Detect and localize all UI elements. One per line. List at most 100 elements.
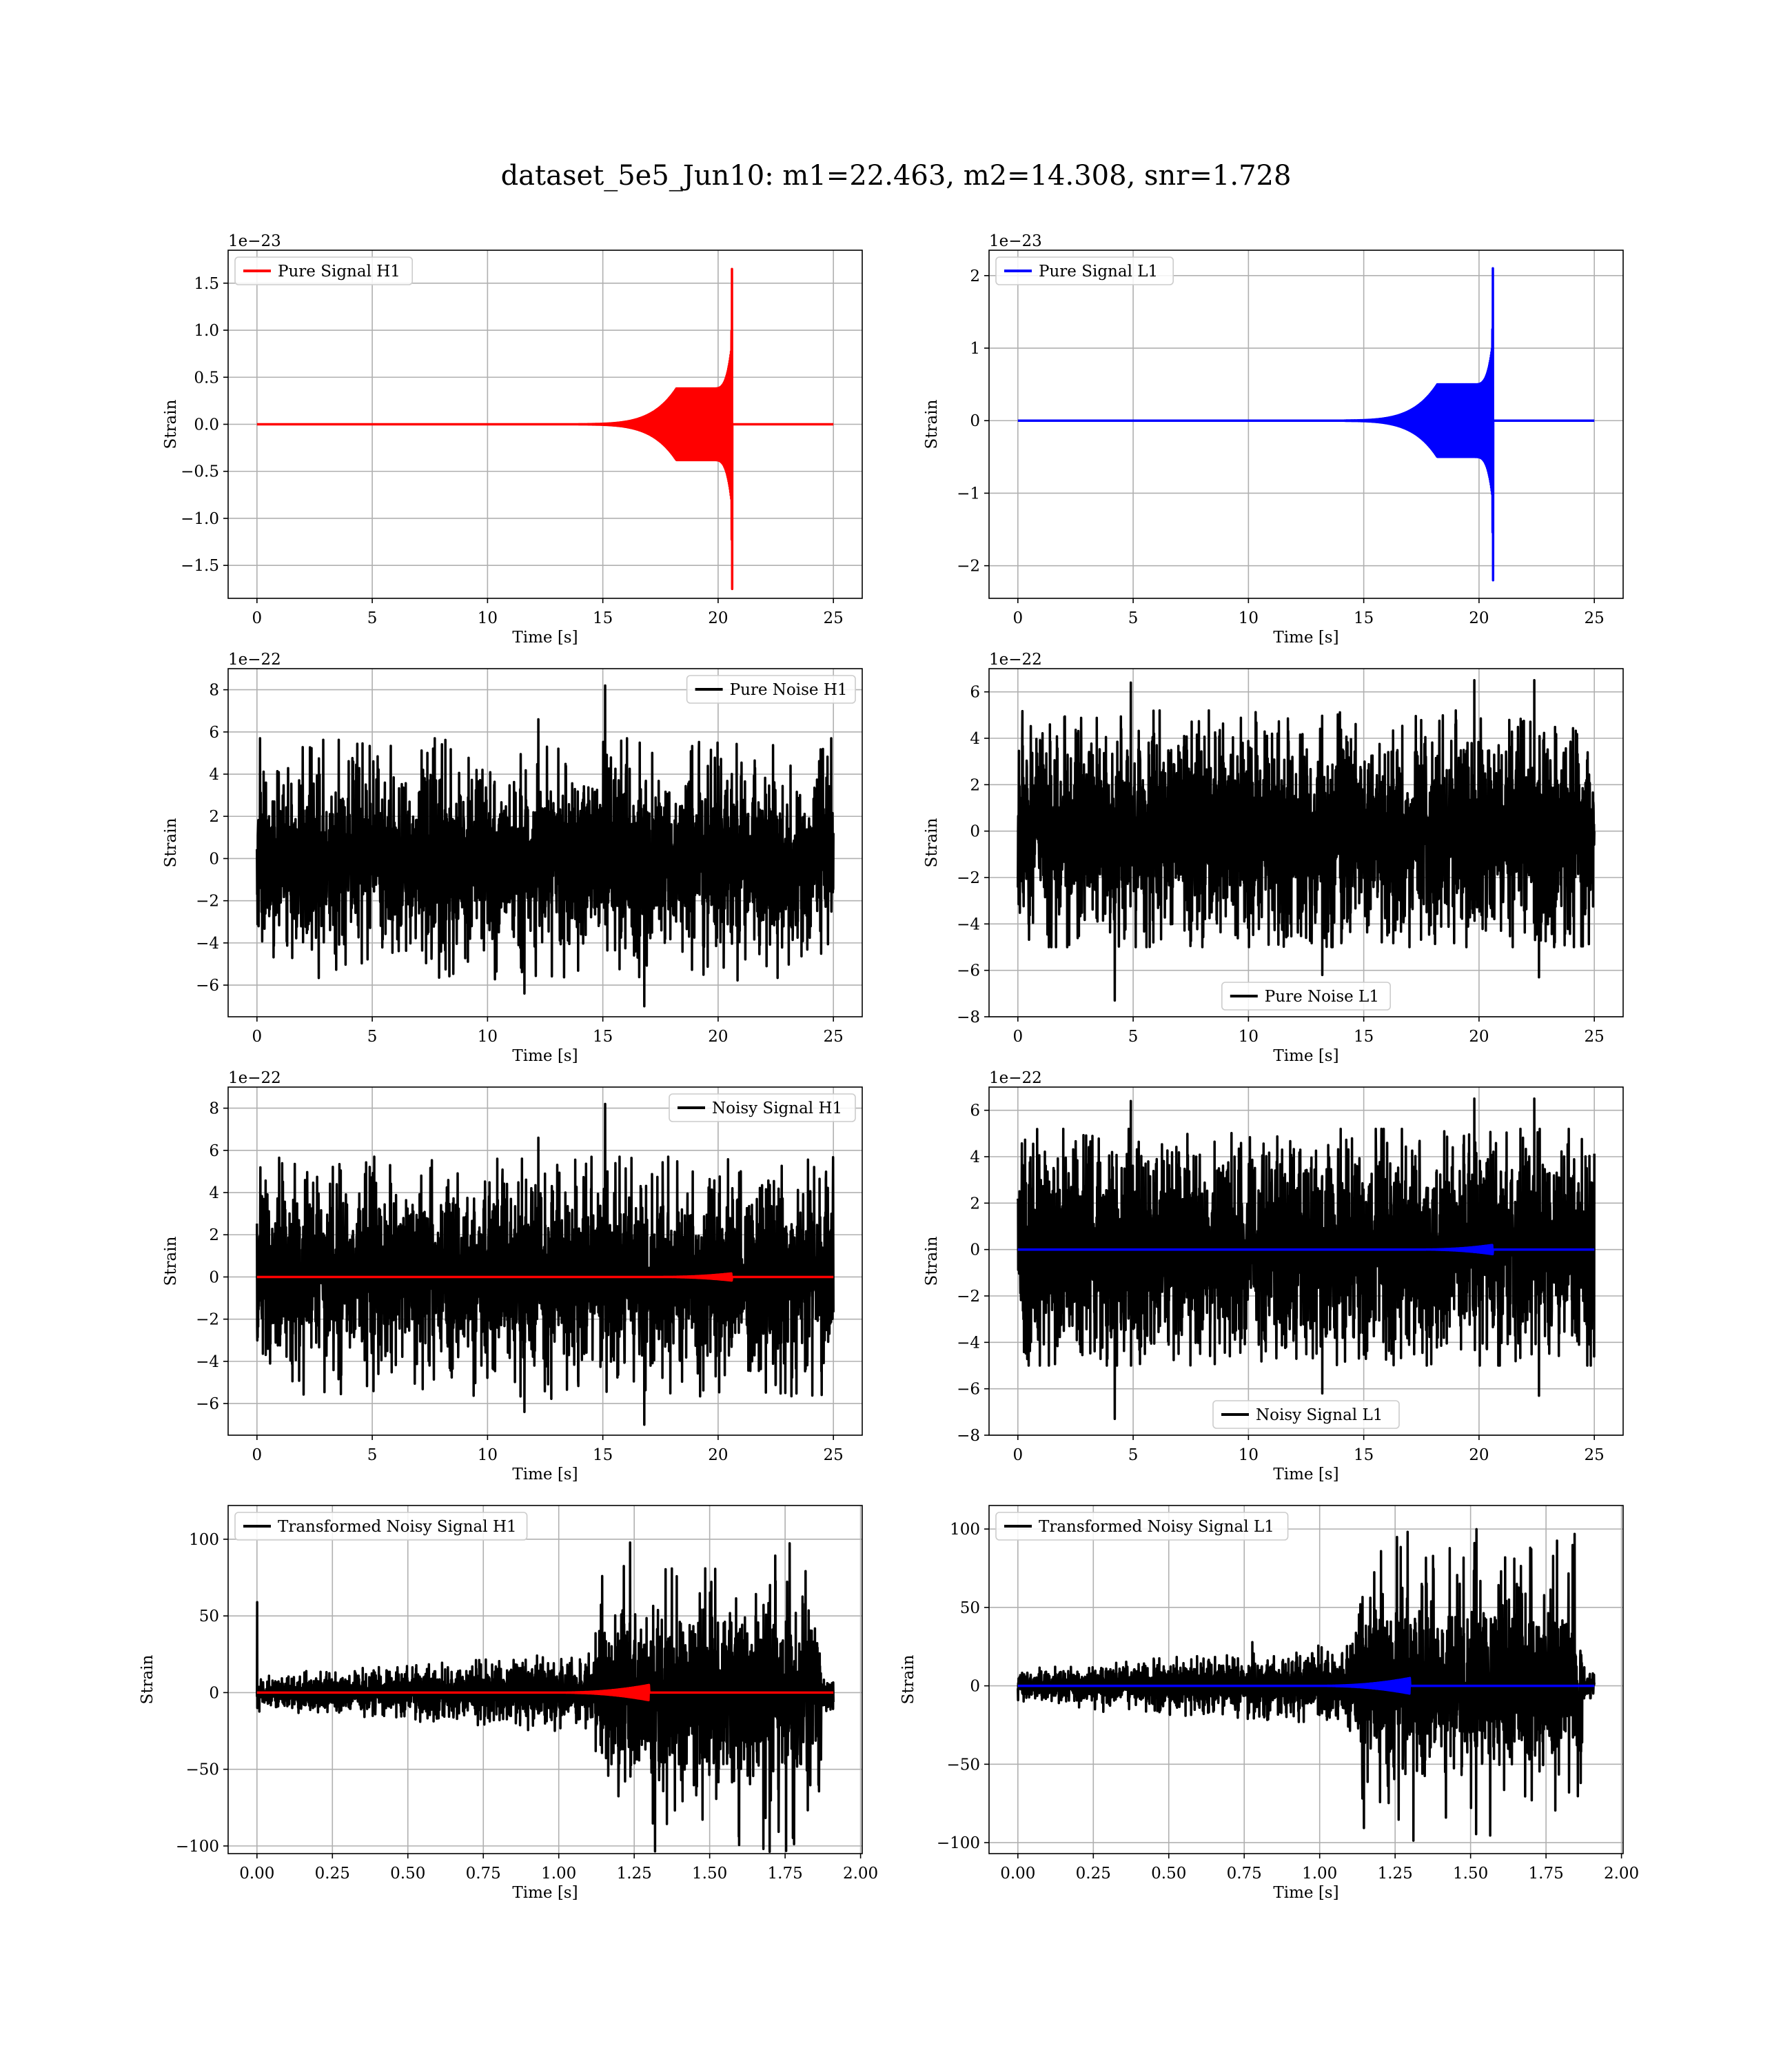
- y-tick-label: 0: [970, 1678, 980, 1696]
- plot-area: [256, 684, 835, 1008]
- x-tick-label: 15: [1354, 1446, 1374, 1464]
- subplot-7: 0.00 0.25 0.50 0.75 1.00 1.25 1.50 1.75 2.00 −100…: [139, 1505, 878, 1902]
- x-tick-label: 0.00: [239, 1865, 274, 1883]
- offset-text: 1e−22: [228, 1069, 281, 1087]
- y-axis-label: Strain: [923, 399, 941, 449]
- plot-area: [256, 1541, 835, 1853]
- legend-box: [686, 675, 856, 704]
- y-tick-label: 2: [209, 1226, 219, 1244]
- legend-box: [669, 1093, 856, 1122]
- x-tick-label: 25: [824, 1028, 844, 1046]
- y-tick-label: −6: [957, 962, 980, 980]
- y-tick-label: 6: [970, 684, 980, 702]
- offset-text: 1e−23: [989, 232, 1042, 250]
- x-tick-label: 0: [252, 1446, 262, 1464]
- plot-area: [256, 267, 835, 591]
- y-tick-label: −4: [957, 915, 980, 933]
- y-tick-label: 6: [209, 724, 219, 742]
- axes-frame: [988, 1505, 1624, 1854]
- x-tick-label: 10: [1239, 609, 1259, 627]
- y-tick-label: −8: [957, 1008, 980, 1026]
- legend-box: [1221, 982, 1392, 1011]
- subplot-8: 0.00 0.25 0.50 0.75 1.00 1.25 1.50 1.75 2.00 −100…: [899, 1505, 1639, 1902]
- legend-label: Pure Noise L1: [1265, 988, 1379, 1006]
- y-tick-label: 0: [970, 412, 980, 430]
- y-tick-label: −1.5: [181, 557, 219, 575]
- y-tick-label: 2: [970, 1195, 980, 1213]
- y-tick-label: −6: [196, 977, 219, 995]
- x-tick-label: 20: [1469, 609, 1489, 627]
- x-tick-label: 0.75: [466, 1865, 501, 1883]
- y-tick-label: 8: [209, 682, 219, 700]
- x-tick-label: 1.75: [768, 1865, 803, 1883]
- legend-box: [995, 256, 1174, 285]
- x-tick-label: 10: [478, 609, 498, 627]
- legend-box: [234, 1512, 528, 1541]
- axes-frame: [988, 668, 1624, 1017]
- x-tick-label: 15: [593, 609, 613, 627]
- y-tick-label: −2: [957, 558, 980, 576]
- x-tick-label: 0.25: [1076, 1865, 1111, 1883]
- y-tick-label: −50: [185, 1761, 219, 1779]
- y-tick-label: −6: [196, 1395, 219, 1413]
- legend-label: Noisy Signal H1: [712, 1099, 842, 1117]
- x-tick-label: 1.25: [617, 1865, 652, 1883]
- y-tick-label: 4: [970, 730, 980, 748]
- y-tick-label: −4: [957, 1334, 980, 1352]
- x-tick-label: 10: [1239, 1446, 1259, 1464]
- x-tick-label: 0: [1012, 1028, 1023, 1046]
- x-tick-label: 1.50: [1453, 1865, 1488, 1883]
- y-tick-label: 2: [970, 267, 980, 285]
- y-tick-label: 4: [209, 1184, 219, 1202]
- x-tick-label: 0: [252, 1028, 262, 1046]
- legend: Pure Signal H1: [234, 256, 414, 285]
- y-axis-label: Strain: [139, 1654, 156, 1704]
- subplot-4: 0 5 10 15 20 25 −8 −6 −4 −2 0 2 4 6 Time [s] Strain 1e−2…: [923, 651, 1624, 1065]
- y-axis-label: Strain: [923, 818, 941, 867]
- grid: [989, 250, 1623, 598]
- y-tick-label: −0.5: [181, 463, 219, 481]
- y-tick-label: 50: [199, 1608, 219, 1625]
- x-tick-label: 25: [824, 609, 844, 627]
- x-tick-label: 15: [593, 1028, 613, 1046]
- x-tick-label: 0.00: [1000, 1865, 1035, 1883]
- axes-frame: [227, 1086, 863, 1436]
- series-line-2: [1017, 1676, 1596, 1695]
- x-tick-label: 10: [478, 1446, 498, 1464]
- y-tick-label: −1.0: [181, 510, 219, 528]
- series-line-2: [256, 1683, 835, 1702]
- x-tick-label: 5: [1128, 1446, 1139, 1464]
- legend: Noisy Signal H1: [669, 1093, 856, 1122]
- axes-frame: [227, 668, 863, 1017]
- y-tick-label: −8: [957, 1427, 980, 1445]
- legend-box: [1212, 1400, 1400, 1429]
- subplot-3: 0 5 10 15 20 25 −6 −4 −2 0 2 4 6 8 Time [s] Strain 1e−22…: [162, 651, 863, 1065]
- series-line-1: [256, 1102, 835, 1426]
- x-tick-label: 1.00: [541, 1865, 576, 1883]
- y-axis-label: Strain: [162, 818, 180, 867]
- x-axis-label: Time [s]: [1273, 1884, 1338, 1902]
- x-tick-label: 10: [1239, 1028, 1259, 1046]
- legend: Transformed Noisy Signal L1: [995, 1512, 1289, 1541]
- plot-area: [1017, 679, 1596, 1002]
- x-tick-label: 0.25: [315, 1865, 350, 1883]
- y-tick-label: −2: [957, 869, 980, 887]
- offset-text: 1e−23: [228, 232, 281, 250]
- y-tick-label: −2: [196, 893, 219, 911]
- y-tick-label: −6: [957, 1381, 980, 1399]
- legend-label: Noisy Signal L1: [1256, 1406, 1383, 1424]
- y-tick-label: 6: [209, 1142, 219, 1160]
- x-tick-label: 15: [1354, 1028, 1374, 1046]
- x-tick-label: 1.00: [1302, 1865, 1337, 1883]
- legend-label: Pure Signal H1: [278, 263, 400, 281]
- legend-label: Transformed Noisy Signal H1: [278, 1518, 517, 1536]
- y-tick-label: 4: [209, 766, 219, 784]
- legend-box: [234, 256, 414, 285]
- x-tick-label: 20: [1469, 1028, 1489, 1046]
- y-axis-label: Strain: [923, 1236, 941, 1286]
- plot-area: [1017, 1097, 1596, 1421]
- x-tick-label: 20: [708, 1028, 728, 1046]
- axes-frame: [988, 1086, 1624, 1436]
- x-tick-label: 1.25: [1378, 1865, 1413, 1883]
- y-tick-label: 0: [209, 1268, 219, 1286]
